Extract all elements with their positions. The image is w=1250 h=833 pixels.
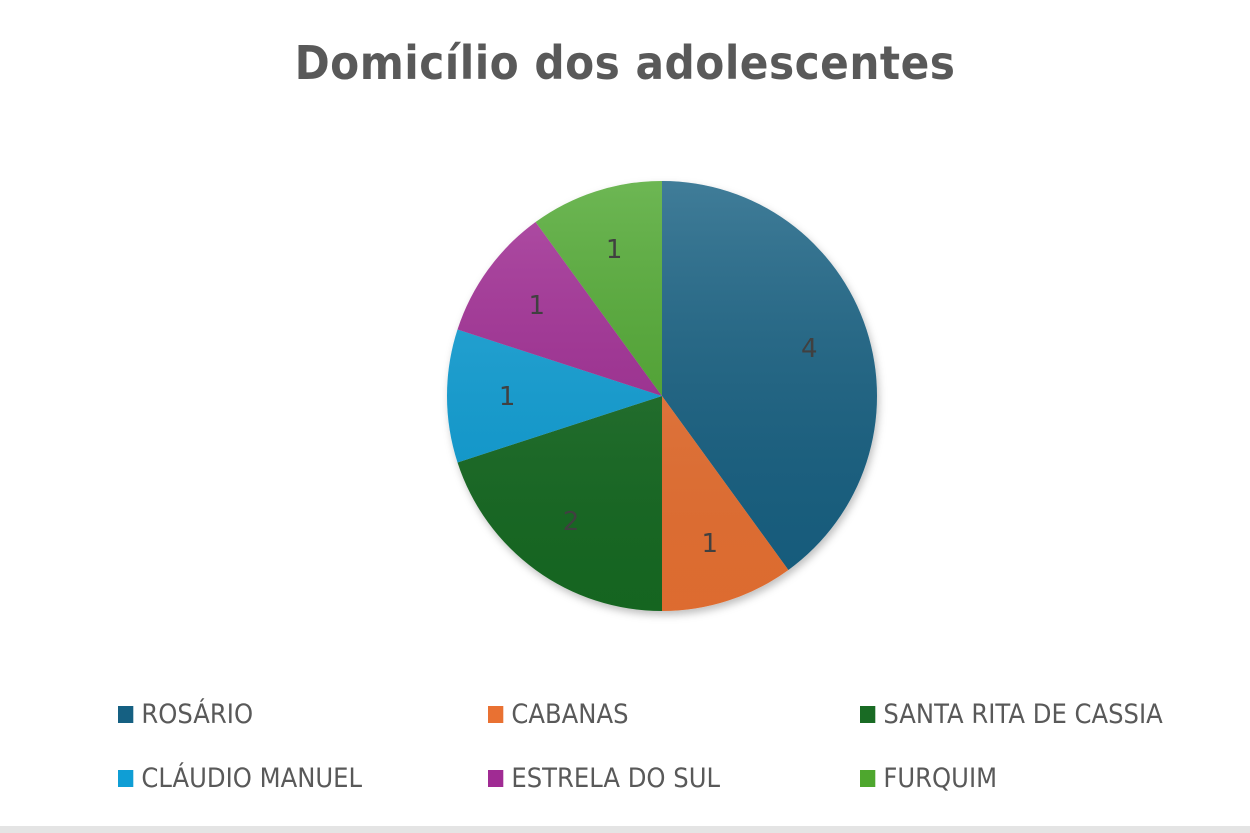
legend-item: FURQUIM — [860, 763, 997, 794]
data-label: 1 — [606, 235, 623, 265]
data-label: 1 — [528, 291, 545, 321]
legend-label: CLÁUDIO MANUEL — [141, 763, 363, 794]
legend-item: CABANAS — [488, 699, 629, 730]
legend-swatch-icon — [488, 706, 504, 723]
legend-label: ESTRELA DO SUL — [511, 763, 721, 794]
data-label: 1 — [702, 529, 719, 559]
legend-item: SANTA RITA DE CASSIA — [860, 699, 1163, 730]
data-label: 2 — [563, 507, 580, 537]
legend-swatch-icon — [118, 706, 134, 723]
legend-label: CABANAS — [511, 699, 629, 730]
legend-label: FURQUIM — [883, 763, 998, 794]
legend-item: ESTRELA DO SUL — [488, 763, 720, 794]
legend-label: ROSÁRIO — [141, 699, 254, 730]
legend-swatch-icon — [860, 706, 876, 723]
legend-swatch-icon — [488, 770, 504, 787]
legend-item: ROSÁRIO — [118, 699, 253, 730]
data-label: 4 — [801, 334, 818, 364]
legend-label: SANTA RITA DE CASSIA — [883, 699, 1163, 730]
chart-title: Domicílio dos adolescentes — [294, 36, 956, 90]
bottom-border — [0, 826, 1250, 833]
data-label: 1 — [499, 382, 516, 412]
legend-item: CLÁUDIO MANUEL — [118, 763, 362, 794]
legend-swatch-icon — [118, 770, 134, 787]
legend-swatch-icon — [860, 770, 876, 787]
